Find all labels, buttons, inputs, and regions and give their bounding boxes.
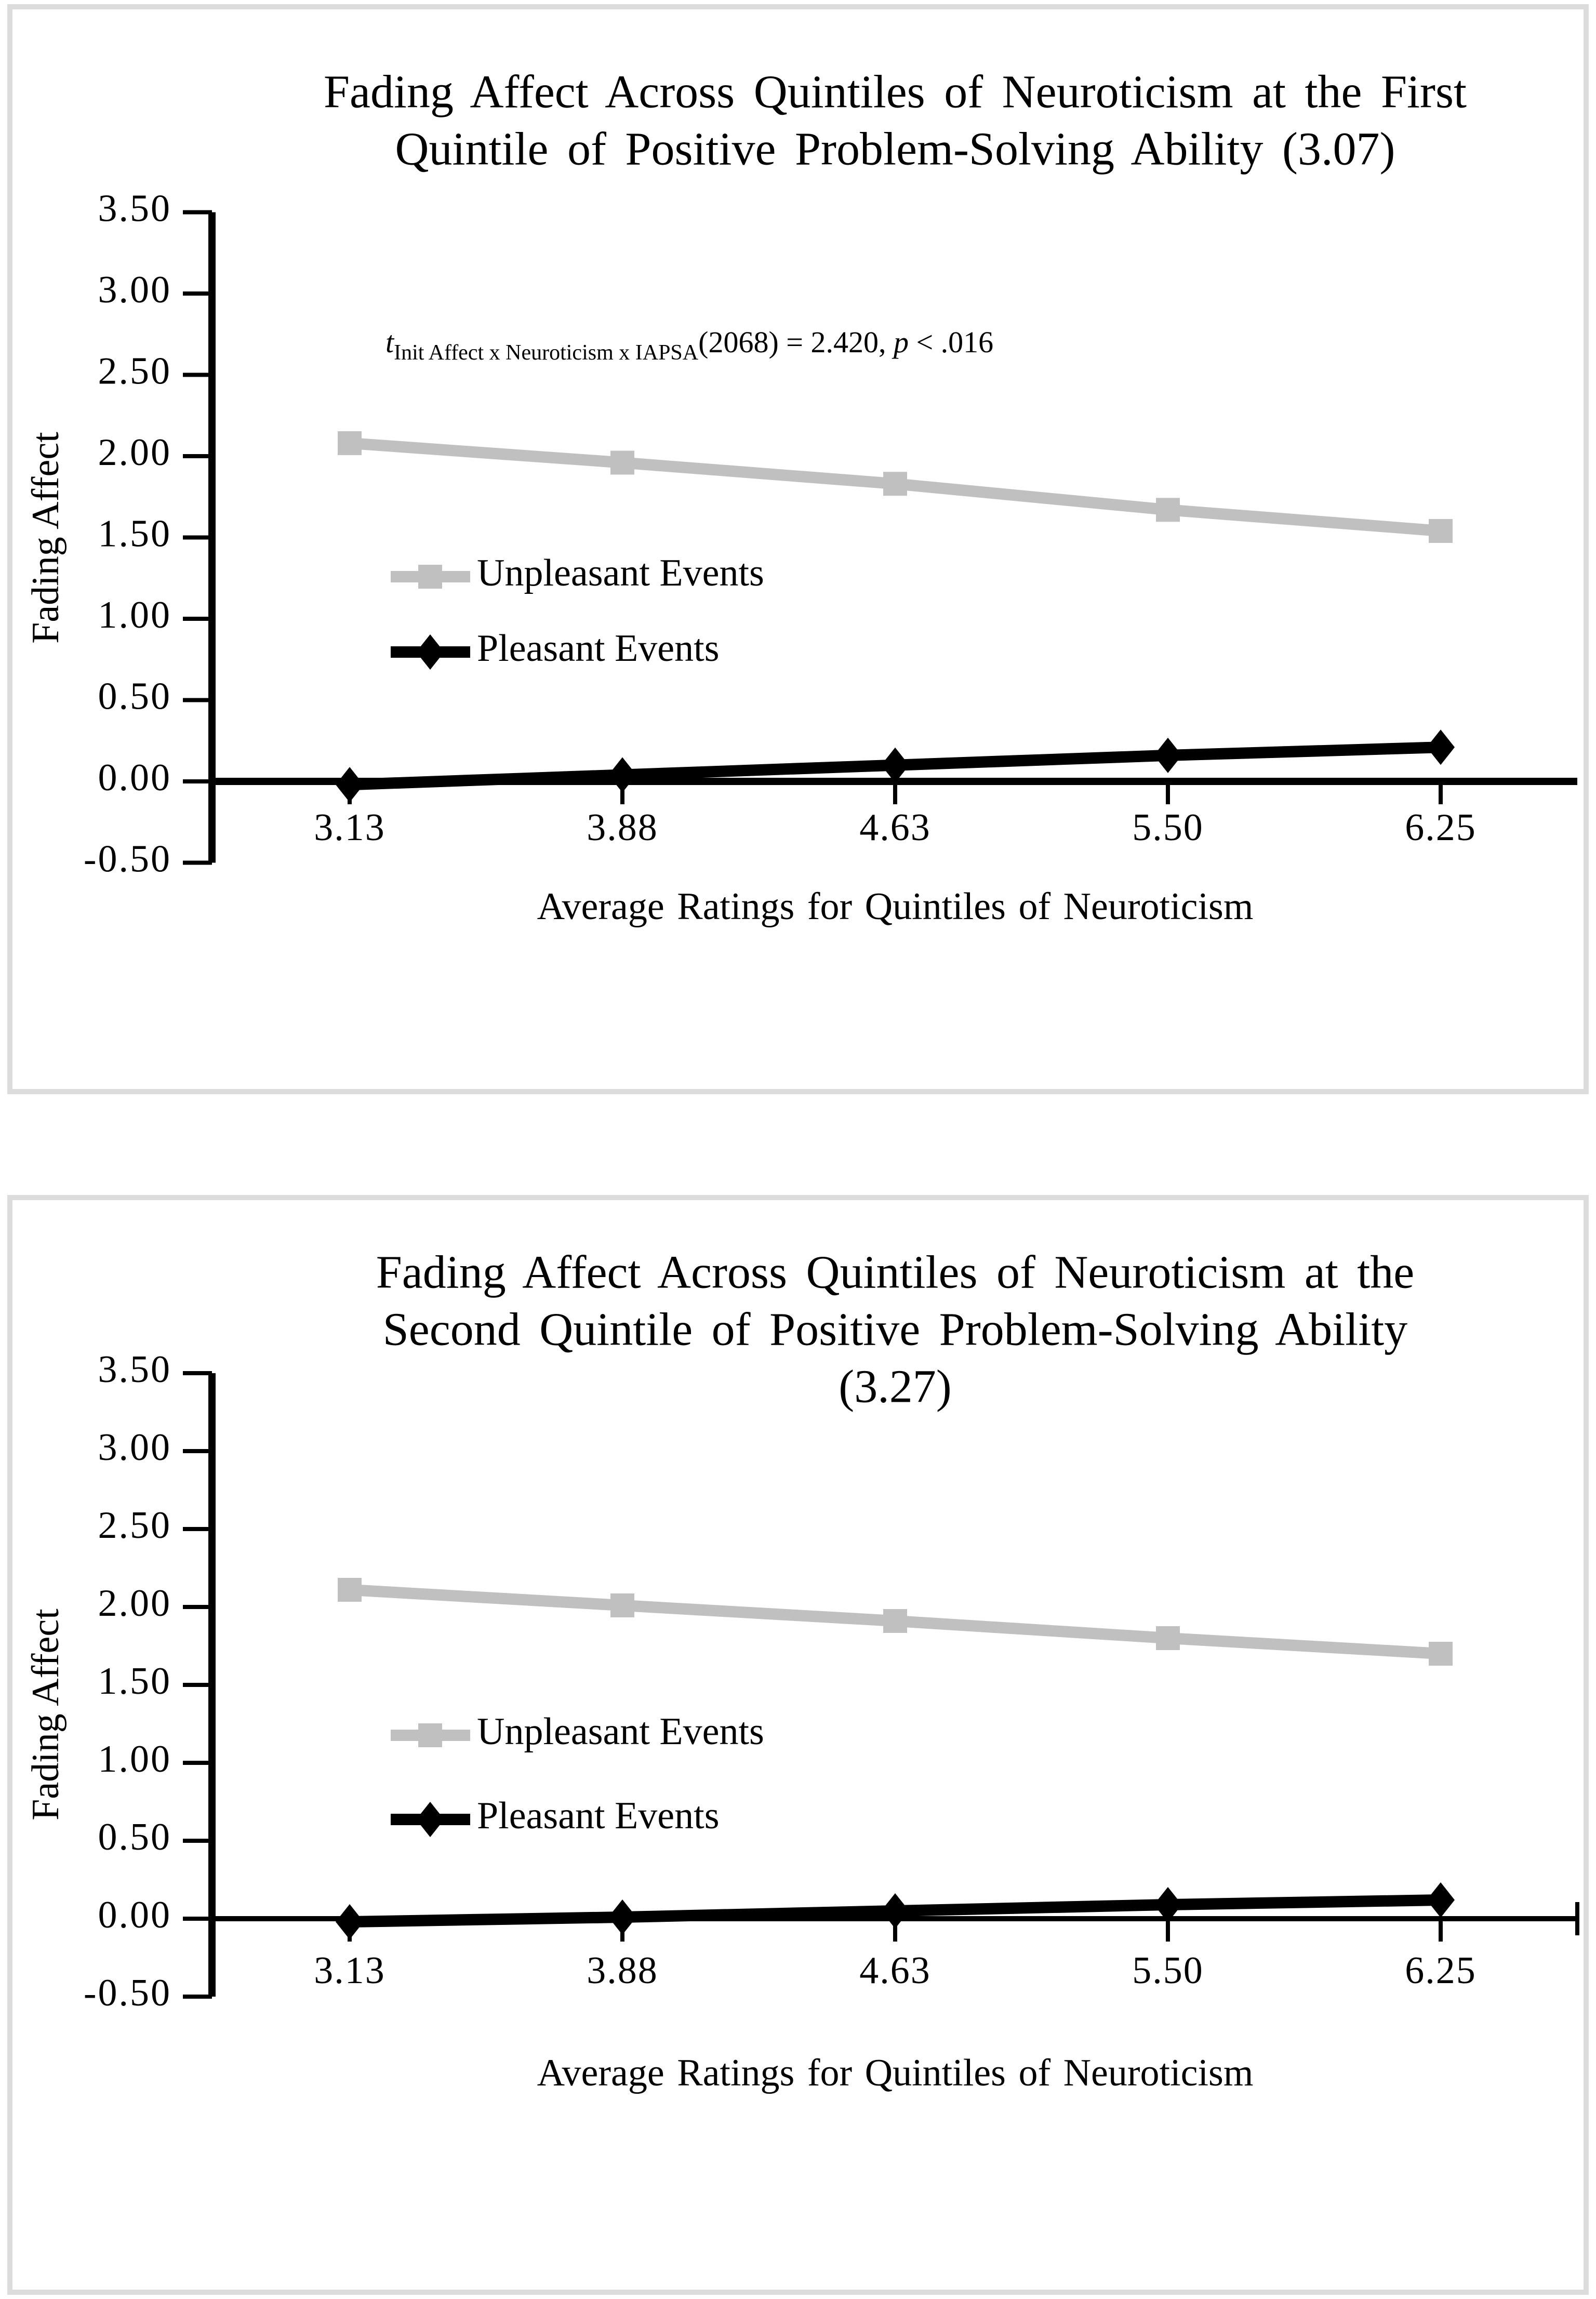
series-marker-unpleasant-events [1156,1626,1180,1650]
x-axis-tick-label: 3.13 [314,806,385,849]
x-axis-tick-label: 5.50 [1132,1949,1204,1992]
y-axis-tick-label: 1.50 [98,1660,172,1703]
x-axis-tick-label: 3.88 [587,806,658,849]
series-marker-pleasant-events [336,767,364,803]
series-marker-pleasant-events [881,1893,909,1929]
x-axis-title: Average Ratings for Quintiles of Neuroti… [537,885,1254,928]
series-marker-pleasant-events [1154,1887,1182,1922]
legend-marker-pleasant-events [416,1802,444,1837]
legend-marker-pleasant-events [416,634,444,670]
chart-title-line: (3.27) [839,1361,951,1413]
legend-label-unpleasant-events: Unpleasant Events [477,1710,764,1753]
x-axis-tick-label: 3.13 [314,1949,385,1992]
x-axis-tick-label: 6.25 [1405,806,1477,849]
series-marker-unpleasant-events [338,431,362,455]
y-axis-tick-label: -0.50 [84,1972,171,2014]
series-marker-unpleasant-events [883,1609,907,1633]
legend-marker-unpleasant-events [418,565,442,589]
series-marker-pleasant-events [336,1904,364,1939]
x-axis-tick-label: 4.63 [859,806,931,849]
series-marker-unpleasant-events [1429,1642,1453,1666]
y-axis-tick-label: 2.50 [98,1504,172,1547]
chart-title-line: Second Quintile of Positive Problem-Solv… [383,1304,1407,1356]
legend-label-pleasant-events: Pleasant Events [477,627,720,670]
y-axis-tick-label: 1.50 [98,512,172,555]
top-chart-panel: Fading Affect Across Quintiles of Neurot… [7,4,1589,1094]
y-axis-tick-label: 0.50 [98,675,172,717]
bottom-chart-panel: Fading Affect Across Quintiles of Neurot… [7,1195,1589,2295]
series-marker-pleasant-events [608,757,636,793]
top-chart: Fading Affect Across Quintiles of Neurot… [7,4,1589,1094]
y-axis-tick-label: 3.00 [98,1426,172,1469]
series-marker-unpleasant-events [1429,519,1453,543]
series-marker-pleasant-events [1427,729,1455,765]
y-axis-tick-label: -0.50 [84,838,171,880]
series-marker-pleasant-events [608,1899,636,1935]
series-marker-unpleasant-events [1156,498,1180,522]
x-axis-tick-label: 4.63 [859,1949,931,1992]
y-axis-tick-label: 0.00 [98,756,172,799]
chart-title-line: Fading Affect Across Quintiles of Neurot… [376,1247,1415,1298]
series-marker-pleasant-events [1154,737,1182,773]
y-axis-title: Fading Affect [24,432,67,644]
y-axis-tick-label: 2.50 [98,350,172,392]
stat-annotation: tInit Affect x Neuroticism x IAPSA(2068)… [385,325,993,365]
legend-marker-unpleasant-events [418,1723,442,1747]
y-axis-tick-label: 1.00 [98,594,172,636]
series-marker-unpleasant-events [338,1578,362,1602]
series-marker-pleasant-events [881,747,909,783]
x-axis-tick-label: 3.88 [587,1949,658,1992]
bottom-chart: Fading Affect Across Quintiles of Neurot… [7,1195,1589,2295]
y-axis-tick-label: 0.00 [98,1894,172,1936]
legend-label-unpleasant-events: Unpleasant Events [477,552,764,594]
y-axis-tick-label: 2.00 [98,431,172,474]
x-axis-title: Average Ratings for Quintiles of Neuroti… [537,2052,1254,2094]
x-axis-tick-label: 5.50 [1132,806,1204,849]
panel-border [7,1195,1589,2295]
y-axis-title: Fading Affect [24,1609,67,1820]
series-marker-pleasant-events [1427,1882,1455,1918]
y-axis-tick-label: 2.00 [98,1582,172,1625]
y-axis-tick-label: 3.00 [98,269,172,311]
y-axis-tick-label: 0.50 [98,1816,172,1858]
series-marker-unpleasant-events [610,450,634,475]
y-axis-tick-label: 3.50 [98,1348,172,1391]
series-marker-unpleasant-events [610,1593,634,1617]
series-marker-unpleasant-events [883,472,907,496]
y-axis-tick-label: 3.50 [98,187,172,230]
chart-title-line: Fading Affect Across Quintiles of Neurot… [324,67,1467,118]
legend-label-pleasant-events: Pleasant Events [477,1795,720,1837]
y-axis-tick-label: 1.00 [98,1738,172,1780]
chart-title-line: Quintile of Positive Problem-Solving Abi… [395,124,1395,175]
panel-border [7,4,1589,1094]
x-axis-tick-label: 6.25 [1405,1949,1477,1992]
